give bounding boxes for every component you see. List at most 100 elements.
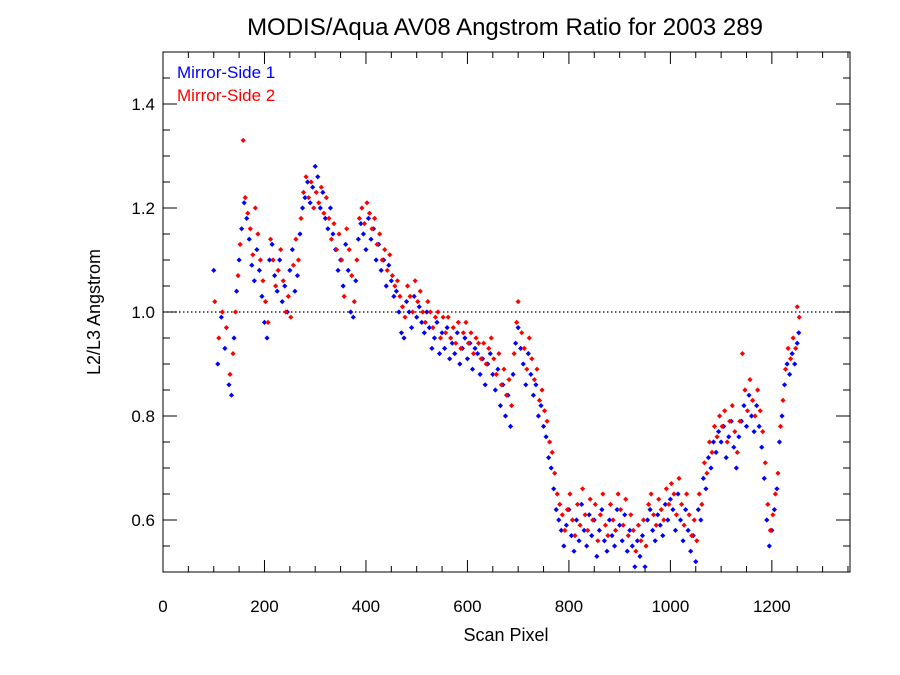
point-mirror-side-1 xyxy=(495,366,501,372)
point-mirror-side-1 xyxy=(599,507,605,513)
point-mirror-side-2 xyxy=(681,522,687,528)
point-mirror-side-2 xyxy=(407,293,413,299)
point-mirror-side-1 xyxy=(244,215,250,221)
point-mirror-side-1 xyxy=(419,319,425,325)
point-mirror-side-2 xyxy=(275,267,281,273)
point-mirror-side-2 xyxy=(427,309,433,315)
point-mirror-side-2 xyxy=(420,309,426,315)
point-mirror-side-1 xyxy=(477,371,483,377)
point-mirror-side-1 xyxy=(796,330,802,336)
point-mirror-side-1 xyxy=(315,174,321,180)
point-mirror-side-1 xyxy=(776,439,783,445)
point-mirror-side-1 xyxy=(239,226,245,232)
point-mirror-side-2 xyxy=(701,460,707,466)
x-tick-label: 600 xyxy=(453,597,481,616)
point-mirror-side-2 xyxy=(790,335,796,341)
point-mirror-side-1 xyxy=(586,512,592,518)
point-mirror-side-1 xyxy=(294,273,301,279)
point-mirror-side-1 xyxy=(353,278,359,284)
point-mirror-side-2 xyxy=(770,512,776,518)
point-mirror-side-2 xyxy=(316,200,322,206)
point-mirror-side-2 xyxy=(648,491,654,497)
x-axis-label: Scan Pixel xyxy=(463,625,548,645)
point-mirror-side-1 xyxy=(251,278,257,284)
point-mirror-side-2 xyxy=(382,247,388,253)
point-mirror-side-1 xyxy=(584,543,590,549)
point-mirror-side-1 xyxy=(421,330,427,336)
point-mirror-side-1 xyxy=(386,262,392,268)
point-mirror-side-2 xyxy=(732,429,738,435)
point-mirror-side-1 xyxy=(335,267,341,273)
point-mirror-side-2 xyxy=(663,486,669,492)
point-mirror-side-2 xyxy=(793,345,799,351)
point-mirror-side-1 xyxy=(520,361,526,367)
point-mirror-side-1 xyxy=(391,293,397,299)
point-mirror-side-1 xyxy=(718,439,724,445)
point-mirror-side-2 xyxy=(605,533,611,539)
point-mirror-side-2 xyxy=(440,314,446,320)
point-mirror-side-2 xyxy=(371,215,378,221)
point-mirror-side-2 xyxy=(541,408,548,414)
x-tick-label: 1200 xyxy=(753,597,791,616)
point-mirror-side-2 xyxy=(749,397,756,403)
point-mirror-side-2 xyxy=(628,512,634,518)
point-mirror-side-2 xyxy=(458,345,464,351)
point-mirror-side-2 xyxy=(242,195,248,201)
point-mirror-side-2 xyxy=(585,527,591,533)
x-axis-tick-labels: 0 200 400 600 800 1000 1200 xyxy=(158,597,791,616)
point-mirror-side-1 xyxy=(401,335,407,341)
point-mirror-side-1 xyxy=(363,247,369,253)
point-mirror-side-2 xyxy=(328,236,335,242)
point-mirror-side-1 xyxy=(741,403,747,409)
point-mirror-side-1 xyxy=(530,392,536,398)
point-mirror-side-1 xyxy=(540,423,547,429)
point-mirror-side-2 xyxy=(245,210,251,216)
point-mirror-side-1 xyxy=(723,455,729,461)
point-mirror-side-2 xyxy=(463,319,469,325)
point-mirror-side-2 xyxy=(567,491,573,497)
point-mirror-side-1 xyxy=(713,449,719,455)
point-mirror-side-2 xyxy=(493,371,499,377)
point-mirror-side-1 xyxy=(525,351,531,357)
point-mirror-side-1 xyxy=(568,533,575,539)
point-mirror-side-2 xyxy=(536,397,543,403)
point-mirror-side-2 xyxy=(351,299,357,305)
point-mirror-side-1 xyxy=(254,247,260,253)
point-mirror-side-2 xyxy=(704,470,710,476)
point-mirror-side-2 xyxy=(696,491,702,497)
point-mirror-side-2 xyxy=(638,538,644,544)
point-mirror-side-2 xyxy=(247,226,253,232)
point-mirror-side-1 xyxy=(634,538,641,544)
point-mirror-side-1 xyxy=(510,371,516,377)
point-mirror-side-2 xyxy=(308,179,314,185)
point-mirror-side-2 xyxy=(625,533,631,539)
point-mirror-side-2 xyxy=(394,278,401,284)
point-mirror-side-1 xyxy=(675,491,681,497)
point-mirror-side-2 xyxy=(531,377,538,383)
point-mirror-side-2 xyxy=(709,449,715,455)
point-mirror-side-2 xyxy=(582,512,588,518)
point-mirror-side-1 xyxy=(322,215,328,221)
point-mirror-side-2 xyxy=(432,314,439,320)
point-mirror-side-1 xyxy=(431,335,438,341)
point-mirror-side-1 xyxy=(764,517,770,523)
point-mirror-side-1 xyxy=(302,195,308,201)
point-mirror-side-2 xyxy=(402,314,408,320)
point-mirror-side-1 xyxy=(307,200,313,206)
point-mirror-side-1 xyxy=(771,507,777,513)
point-mirror-side-1 xyxy=(528,371,534,377)
point-mirror-side-1 xyxy=(787,371,793,377)
point-mirror-side-2 xyxy=(767,527,773,533)
point-mirror-side-2 xyxy=(338,257,345,263)
point-mirror-side-1 xyxy=(601,538,608,544)
point-mirror-side-1 xyxy=(490,371,496,377)
point-mirror-side-2 xyxy=(755,387,761,393)
point-mirror-side-2 xyxy=(460,330,466,336)
point-mirror-side-2 xyxy=(752,413,758,419)
point-mirror-side-2 xyxy=(666,501,672,507)
point-mirror-side-2 xyxy=(361,221,368,227)
point-mirror-side-1 xyxy=(710,439,717,445)
point-mirror-side-2 xyxy=(508,403,515,409)
x-tick-label: 200 xyxy=(250,597,278,616)
